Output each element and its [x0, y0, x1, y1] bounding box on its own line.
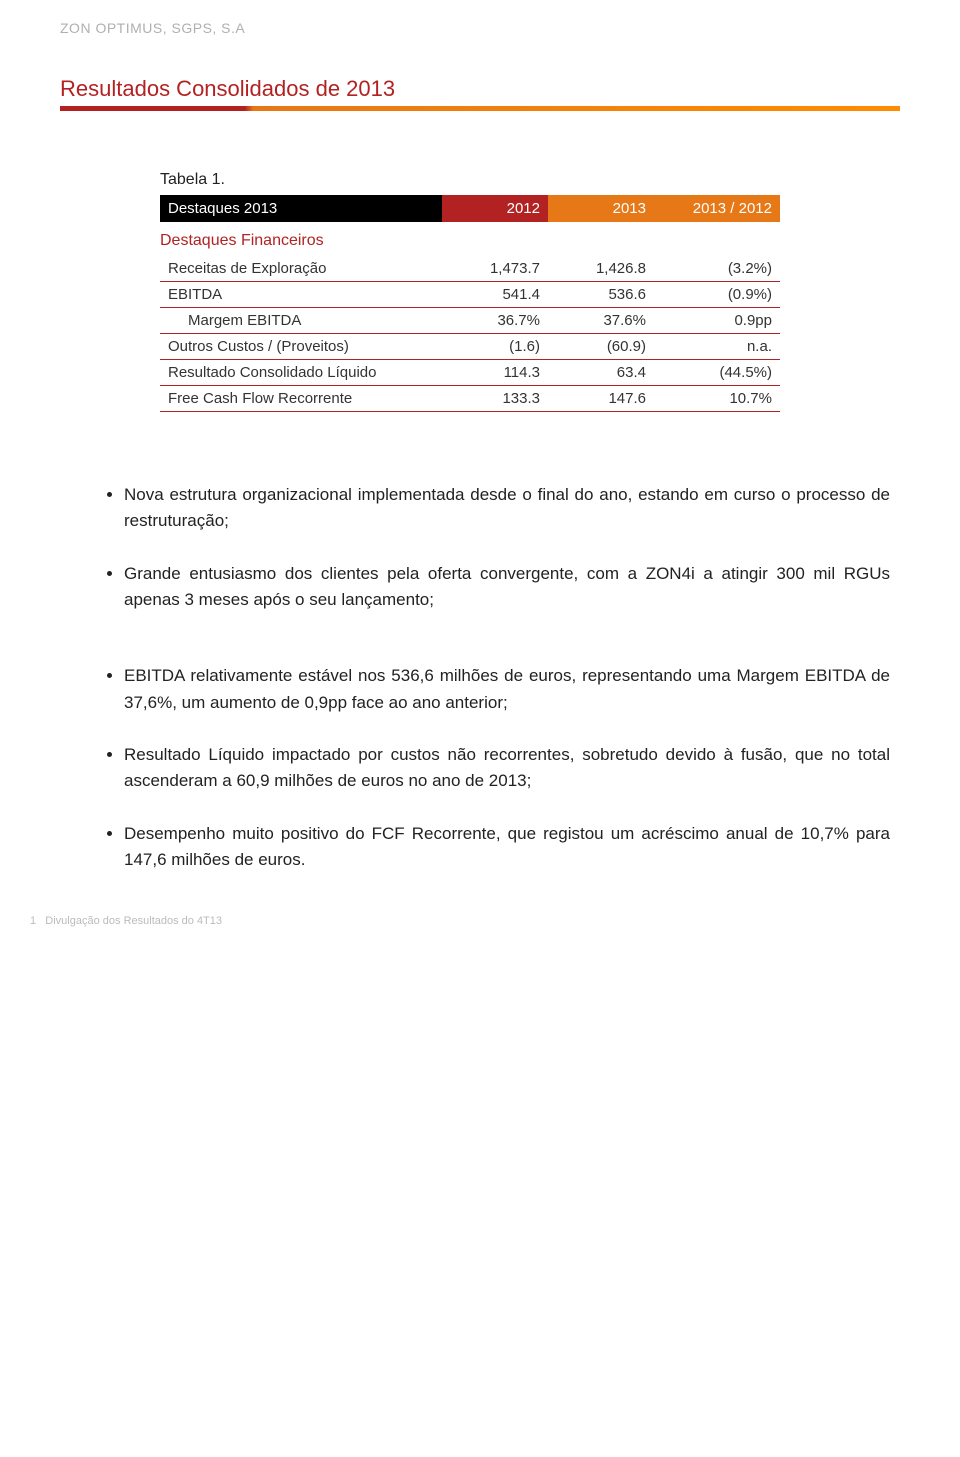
row-c1: 36.7% — [442, 308, 548, 334]
page-title: Resultados Consolidados de 2013 — [60, 76, 900, 102]
row-c1: 1,473.7 — [442, 256, 548, 282]
table-row: Margem EBITDA 36.7% 37.6% 0.9pp — [160, 308, 780, 334]
row-c1: (1.6) — [442, 334, 548, 360]
row-c2: 147.6 — [548, 386, 654, 412]
row-c2: 37.6% — [548, 308, 654, 334]
bullet-item: Desempenho muito positivo do FCF Recorre… — [124, 821, 890, 874]
col-2012: 2012 — [442, 195, 548, 222]
footer-page: 1 — [30, 915, 36, 927]
table-caption: Tabela 1. — [160, 171, 780, 189]
row-c3: (44.5%) — [654, 360, 780, 386]
highlights-table: Destaques 2013 2012 2013 2013 / 2012 Des… — [160, 195, 780, 412]
row-c3: n.a. — [654, 334, 780, 360]
row-c1: 541.4 — [442, 282, 548, 308]
bullet-item: Resultado Líquido impactado por custos n… — [124, 742, 890, 795]
row-c2: 536.6 — [548, 282, 654, 308]
row-c2: 63.4 — [548, 360, 654, 386]
row-c2: (60.9) — [548, 334, 654, 360]
row-label: EBITDA — [160, 282, 442, 308]
table-row: Receitas de Exploração 1,473.7 1,426.8 (… — [160, 256, 780, 282]
table-row: Resultado Consolidado Líquido 114.3 63.4… — [160, 360, 780, 386]
bullet-group-2: EBITDA relativamente estável nos 536,6 m… — [100, 663, 890, 873]
row-c2: 1,426.8 — [548, 256, 654, 282]
table-subhead: Destaques Financeiros — [160, 222, 780, 256]
page-footer: 1 Divulgação dos Resultados do 4T13 — [30, 915, 222, 927]
col-label: Destaques 2013 — [160, 195, 442, 222]
bullets-section: Nova estrutura organizacional implementa… — [100, 482, 890, 873]
bullet-item: EBITDA relativamente estável nos 536,6 m… — [124, 663, 890, 716]
table-row: EBITDA 541.4 536.6 (0.9%) — [160, 282, 780, 308]
row-c1: 133.3 — [442, 386, 548, 412]
row-c3: 10.7% — [654, 386, 780, 412]
row-c3: (3.2%) — [654, 256, 780, 282]
table-header-row: Destaques 2013 2012 2013 2013 / 2012 — [160, 195, 780, 222]
company-header: ZON OPTIMUS, SGPS, S.A — [60, 20, 900, 36]
bullet-item: Grande entusiasmo dos clientes pela ofer… — [124, 561, 890, 614]
row-c3: (0.9%) — [654, 282, 780, 308]
bullet-group-1: Nova estrutura organizacional implementa… — [100, 482, 890, 613]
title-divider — [60, 106, 900, 111]
table-container: Tabela 1. Destaques 2013 2012 2013 2013 … — [160, 171, 780, 412]
row-label: Receitas de Exploração — [160, 256, 442, 282]
table-row: Outros Custos / (Proveitos) (1.6) (60.9)… — [160, 334, 780, 360]
bullet-item: Nova estrutura organizacional implementa… — [124, 482, 890, 535]
row-label: Margem EBITDA — [160, 308, 442, 334]
row-c3: 0.9pp — [654, 308, 780, 334]
col-2013: 2013 — [548, 195, 654, 222]
page: ZON OPTIMUS, SGPS, S.A Resultados Consol… — [0, 0, 960, 939]
row-label: Outros Custos / (Proveitos) — [160, 334, 442, 360]
col-change: 2013 / 2012 — [654, 195, 780, 222]
footer-text: Divulgação dos Resultados do 4T13 — [45, 915, 222, 927]
subhead-label: Destaques Financeiros — [160, 222, 780, 256]
row-c1: 114.3 — [442, 360, 548, 386]
row-label: Free Cash Flow Recorrente — [160, 386, 442, 412]
table-row: Free Cash Flow Recorrente 133.3 147.6 10… — [160, 386, 780, 412]
row-label: Resultado Consolidado Líquido — [160, 360, 442, 386]
